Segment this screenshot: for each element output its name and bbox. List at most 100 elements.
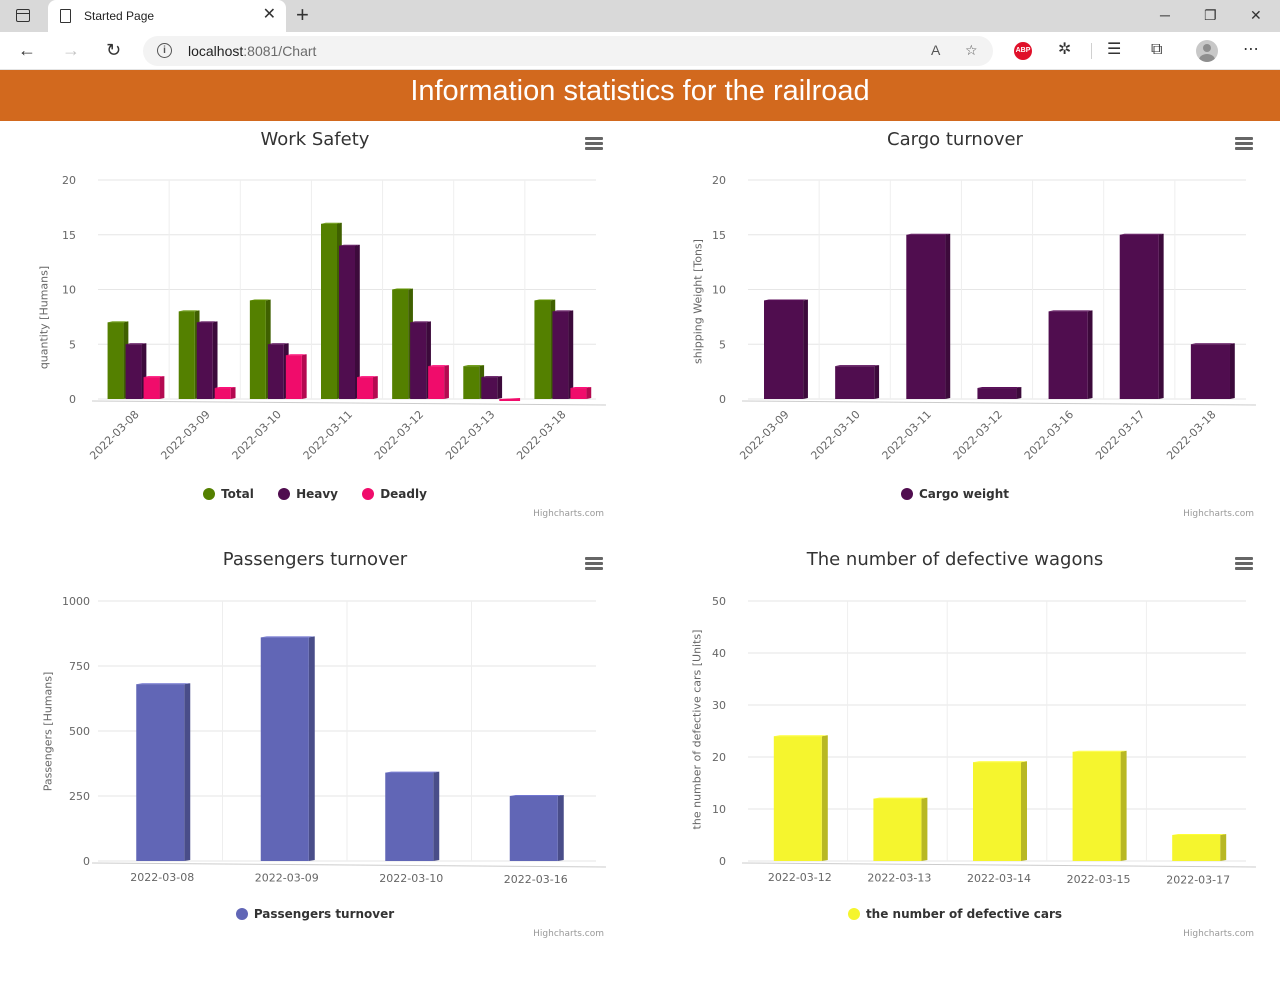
- bar: [835, 366, 875, 399]
- back-icon[interactable]: ←: [18, 40, 36, 60]
- chart-menu-icon[interactable]: [585, 137, 603, 151]
- legend-marker: [900, 488, 913, 500]
- y-tick-label: 0: [719, 393, 726, 406]
- bar-side: [1021, 761, 1027, 861]
- bar-side: [308, 636, 315, 861]
- chart-title: Work Safety: [260, 129, 370, 150]
- bar: [125, 344, 142, 399]
- bar: [385, 772, 434, 861]
- more-menu-icon[interactable]: ⋯: [1243, 41, 1259, 58]
- x-tick-label: 2022-03-18: [514, 408, 568, 462]
- browser-tab-strip: Started Page ✕ + ─ ❐ ✕: [0, 0, 1280, 32]
- chart-passengers-turnover: 0 250 500 750 1000 2022-03-08 2022-03-09 2022-0…: [0, 541, 640, 961]
- y-tick-label: 10: [62, 284, 76, 297]
- y-tick-label: 750: [69, 660, 90, 673]
- x-tick-label: 2022-03-15: [1067, 873, 1131, 886]
- bar-top: [214, 387, 236, 389]
- credits-link[interactable]: Highcharts.com: [533, 509, 604, 519]
- legend-item-heavy[interactable]: Heavy: [278, 487, 338, 501]
- bar-top: [267, 343, 289, 345]
- x-tick-label: 2022-03-18: [1164, 408, 1218, 462]
- close-window-icon[interactable]: ✕: [1250, 7, 1262, 23]
- collections-icon[interactable]: ⧉: [1151, 41, 1163, 58]
- legend-marker: [362, 488, 375, 500]
- forward-icon[interactable]: →: [62, 40, 80, 60]
- legend-item-cargo-weight[interactable]: Cargo weight: [900, 487, 1010, 501]
- bar-side: [586, 387, 592, 399]
- bar: [357, 377, 373, 399]
- restore-icon[interactable]: ❐: [1204, 7, 1217, 23]
- bar-top: [552, 310, 574, 312]
- x-tick-label: 2022-03-16: [504, 873, 568, 886]
- toolbar-divider: [1091, 43, 1092, 59]
- chart-menu-icon[interactable]: [585, 557, 603, 571]
- x-tick-label: 2022-03-12: [768, 871, 832, 884]
- credits-link[interactable]: Highcharts.com: [1183, 929, 1254, 939]
- bar-side: [301, 354, 307, 399]
- chart-menu-icon[interactable]: [1235, 557, 1253, 571]
- bar: [1072, 751, 1121, 861]
- bar-top: [196, 321, 218, 323]
- x-tick-label: 2022-03-10: [230, 408, 284, 462]
- bar-top: [773, 735, 828, 737]
- x-tick-label: 2022-03-16: [1022, 408, 1076, 462]
- x-tick-label: 2022-03-08: [130, 871, 194, 884]
- profile-avatar[interactable]: [1196, 40, 1218, 62]
- url-text[interactable]: localhost:8081/Chart: [188, 43, 316, 59]
- chart-cargo-turnover: 0 5 10 15 20 2022-03-09 2022-03-10 2022-03-11 20…: [640, 121, 1280, 541]
- chart-menu-icon[interactable]: [1235, 137, 1253, 151]
- y-tick-label: 250: [69, 790, 90, 803]
- y-tick-label: 20: [62, 174, 76, 187]
- x-axis-line: [741, 862, 1257, 868]
- refresh-icon[interactable]: ↻: [106, 40, 122, 60]
- x-axis-line: [91, 862, 607, 868]
- y-tick-label: 15: [62, 229, 76, 242]
- credits-link[interactable]: Highcharts.com: [533, 929, 604, 939]
- adblock-icon[interactable]: ABP: [1014, 42, 1032, 60]
- legend-item-defective-cars[interactable]: the number of defective cars: [847, 907, 1062, 921]
- favorite-add-icon[interactable]: ☆: [965, 42, 978, 58]
- legend-marker: [847, 908, 860, 920]
- chart-legend: Passengers turnover: [0, 907, 630, 921]
- bar-top: [1190, 343, 1235, 345]
- read-aloud-icon[interactable]: A: [931, 42, 941, 58]
- bar-top: [392, 288, 413, 290]
- y-tick-label: 5: [69, 338, 76, 351]
- bar-side: [373, 376, 378, 399]
- bar-side: [1087, 310, 1093, 399]
- bar-side: [921, 797, 928, 861]
- new-tab-icon[interactable]: +: [296, 2, 309, 27]
- bar: [570, 388, 587, 399]
- url-rest: :8081/Chart: [243, 43, 317, 59]
- bar: [463, 366, 480, 399]
- address-bar[interactable]: i localhost:8081/Chart A ☆: [143, 36, 993, 66]
- bar-top: [463, 365, 485, 367]
- bar-side: [355, 244, 360, 399]
- bar: [973, 762, 1021, 861]
- y-tick-label: 20: [712, 174, 726, 187]
- site-info-icon[interactable]: i: [157, 43, 172, 58]
- bar-top: [125, 343, 147, 345]
- minimize-icon[interactable]: ─: [1160, 7, 1170, 23]
- x-tick-label: 2022-03-11: [880, 408, 934, 462]
- legend-item-deadly[interactable]: Deadly: [362, 487, 427, 501]
- bar: [410, 322, 427, 399]
- credits-link[interactable]: Highcharts.com: [1183, 509, 1254, 519]
- favorites-icon[interactable]: ☰: [1107, 41, 1122, 58]
- browser-tab[interactable]: Started Page ✕: [48, 0, 286, 32]
- bar: [773, 736, 822, 861]
- bar: [178, 311, 195, 399]
- bar-side: [803, 299, 808, 399]
- extensions-icon[interactable]: ✲: [1058, 41, 1072, 58]
- bar-side: [159, 376, 165, 399]
- bar: [481, 377, 498, 399]
- page-icon: [60, 9, 71, 23]
- legend-label: Total: [221, 487, 254, 501]
- x-tick-label: 2022-03-12: [951, 408, 1005, 462]
- tab-actions-icon[interactable]: [16, 9, 30, 22]
- legend-item-total[interactable]: Total: [203, 487, 254, 501]
- legend-item-passengers[interactable]: Passengers turnover: [235, 907, 394, 921]
- bar: [552, 311, 569, 399]
- tab-close-icon[interactable]: ✕: [262, 6, 276, 23]
- legend-label: Cargo weight: [918, 487, 1010, 501]
